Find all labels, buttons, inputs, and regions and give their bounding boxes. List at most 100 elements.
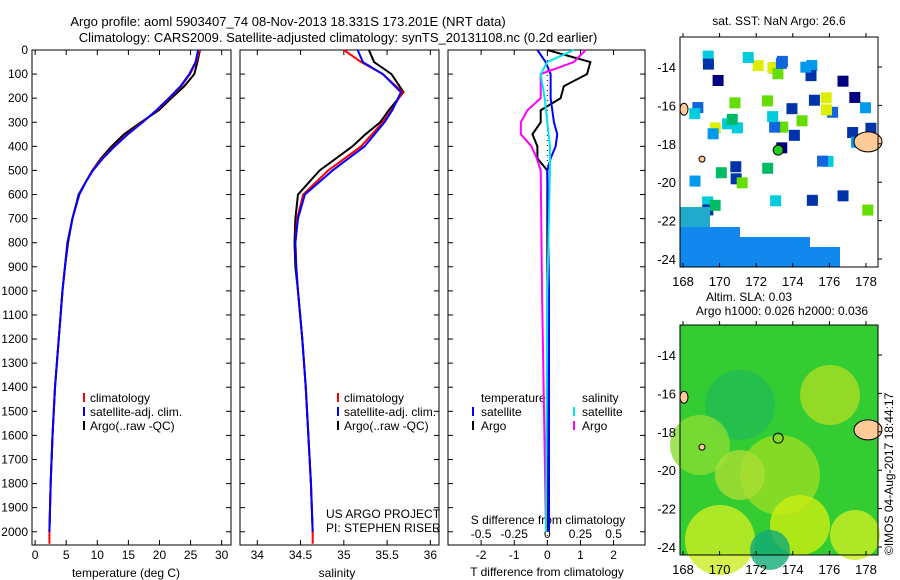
depth-tick-label: 300	[8, 115, 28, 129]
x-tick-label: 0	[32, 548, 39, 562]
depth-tick-label: 1600	[1, 428, 28, 442]
depth-tick-label: 900	[8, 260, 28, 274]
legend-swatch-argo	[83, 421, 85, 430]
legend-swatch-satellite	[337, 407, 339, 416]
sst-cell	[689, 175, 701, 187]
lat-tick-label: -24	[657, 252, 676, 267]
depth-tick-label: 1400	[1, 380, 28, 394]
x-tick-label: 1	[577, 548, 584, 562]
salinity-plot-frame	[239, 49, 440, 546]
sst-cell	[820, 92, 832, 104]
depth-tick-label: 1100	[2, 308, 28, 322]
depth-tick-label: 400	[8, 139, 28, 153]
sst-map-title: sat. SST: NaN Argo: 26.6	[712, 14, 846, 28]
sst-cell	[805, 70, 817, 82]
legend-label-temp-satellite: satellite	[481, 405, 522, 419]
legend-label-climatology: climatology	[90, 391, 150, 405]
sst-cell	[820, 104, 832, 116]
sst-cell	[786, 103, 798, 115]
sst-cell	[806, 194, 818, 206]
s-tick-label: 0.25	[569, 527, 593, 541]
sst-cell	[847, 127, 859, 139]
x-tick-label: 30	[215, 548, 229, 562]
sst-cell	[859, 102, 871, 114]
sst-cell	[702, 50, 714, 62]
sst-cell	[767, 111, 779, 123]
lat-tick-label: -16	[657, 386, 676, 401]
depth-tick-label: 2000	[1, 525, 28, 539]
timestamp-credit: ©IMOS 04-Aug-2017 18:44:17	[882, 392, 896, 555]
lat-tick-label: -18	[657, 137, 676, 152]
legend-swatch-sal-argo	[573, 421, 575, 430]
difference-xlabel: T difference from climatology	[470, 565, 624, 579]
salinity-xlabel: salinity	[319, 566, 356, 580]
salinity-legend: climatology satellite-adj. clim. Argo(..…	[337, 391, 436, 433]
difference-plot-frame	[447, 49, 646, 546]
series-line-argo	[293, 49, 405, 532]
depth-tick-label: 1500	[1, 404, 28, 418]
sst-map: sat. SST: NaN Argo: 26.6 168 170 172 174 176…	[657, 14, 883, 289]
land-fiji	[853, 419, 883, 441]
lon-tick-label: 172	[745, 274, 767, 289]
land-fiji	[853, 131, 883, 153]
lon-tick-label: 168	[672, 562, 694, 577]
depth-tick-label: 1000	[1, 284, 28, 298]
sst-cell	[729, 97, 741, 109]
map-frame	[679, 36, 879, 268]
depth-tick-label: 200	[8, 91, 28, 105]
land-island	[679, 390, 689, 404]
lat-tick-label: -20	[657, 175, 676, 190]
argo-float-marker	[772, 432, 784, 444]
project-credit: US ARGO PROJECT	[326, 507, 441, 521]
sst-cell	[837, 75, 849, 87]
sst-cell	[800, 61, 812, 73]
x-tick-label: -1	[509, 548, 520, 562]
sst-cell	[752, 60, 764, 72]
depth-tick-label: 1800	[1, 477, 28, 491]
sst-cell	[726, 113, 738, 125]
sla-anomaly-blob	[705, 370, 775, 440]
lon-tick-label: 176	[819, 274, 841, 289]
lon-tick-label: 178	[855, 274, 877, 289]
x-tick-label: 2	[610, 548, 617, 562]
x-tick-label: 25	[184, 548, 198, 562]
difference-legend: temperature salinity satellite Argo sate…	[472, 391, 623, 433]
sst-cell	[770, 195, 782, 207]
sla-anomaly-blob	[830, 510, 880, 560]
sst-cell	[775, 57, 787, 69]
land-island	[679, 102, 689, 116]
sst-cell	[689, 108, 701, 120]
depth-tick-label: 1700	[1, 452, 28, 466]
series-line-climatology	[294, 49, 404, 544]
x-tick-label: 34	[251, 548, 265, 562]
map-frame	[679, 324, 879, 556]
depth-tick-label: 1200	[1, 332, 28, 346]
legend-title-salinity: salinity	[582, 391, 619, 405]
sst-cell	[817, 155, 829, 167]
sst-cell	[865, 122, 877, 134]
argo-float-marker	[772, 144, 784, 156]
sst-cell	[715, 167, 727, 179]
legend-swatch-temp-argo	[472, 421, 474, 430]
title-line-1: Argo profile: aoml 5903407_74 08-Nov-201…	[70, 14, 505, 29]
sst-cell	[808, 94, 820, 106]
legend-label-sal-satellite: satellite	[582, 405, 623, 419]
s-tick-label: 0	[544, 527, 551, 541]
depth-tick-label: 1900	[1, 501, 28, 515]
sla-anomaly-blob	[800, 365, 860, 425]
sst-cell	[736, 177, 748, 189]
depth-tick-label: 700	[8, 212, 28, 226]
series-line-satellite-adj	[294, 49, 403, 532]
depth-tick-label: 100	[8, 67, 28, 81]
legend-label-argo: Argo(..raw -QC)	[90, 419, 175, 433]
series-line-climatology	[48, 49, 201, 544]
series-line-argo	[48, 49, 201, 532]
legend-swatch-sal-satellite	[573, 407, 575, 416]
sst-cell	[827, 106, 839, 118]
sst-cell	[761, 95, 773, 107]
legend-swatch-satellite	[83, 407, 85, 416]
lat-tick-label: -18	[657, 425, 676, 440]
sst-cell	[692, 102, 704, 114]
lon-tick-label: 176	[819, 562, 841, 577]
